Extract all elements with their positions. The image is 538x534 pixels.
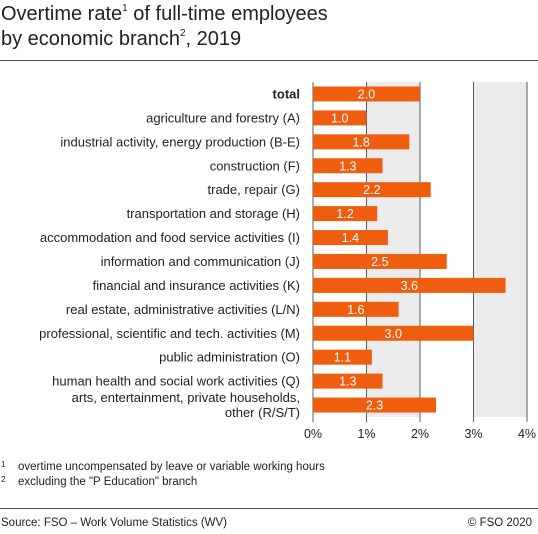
value-label-4: 2.2 xyxy=(363,183,380,197)
x-tick-label-0: 0% xyxy=(304,427,322,441)
title-text-1b: of full-time employees xyxy=(127,3,328,25)
value-label-13: 2.3 xyxy=(366,399,383,413)
category-label-11: public administration (O) xyxy=(159,350,300,365)
value-label-10: 3.0 xyxy=(385,327,402,341)
footnote-mark-1: 1 xyxy=(1,460,6,469)
category-label-4: trade, repair (G) xyxy=(208,182,300,197)
value-label-5: 1.2 xyxy=(336,207,353,221)
footnote-mark-2: 2 xyxy=(1,475,6,484)
chart-title: Overtime rate1 of full-time employees by… xyxy=(1,2,531,52)
category-label-12: human health and social work activities … xyxy=(52,374,300,389)
category-label-7: information and communication (J) xyxy=(101,254,300,269)
footer-divider xyxy=(0,508,538,509)
value-label-2: 1.8 xyxy=(352,135,369,149)
source-note: Source: FSO – Work Volume Statistics (WV… xyxy=(1,517,228,529)
value-label-9: 1.6 xyxy=(347,303,364,317)
bar-8 xyxy=(313,277,506,293)
category-label-13-line-1: other (R/S/T) xyxy=(225,405,300,420)
value-label-1: 1.0 xyxy=(331,111,348,125)
value-label-11: 1.1 xyxy=(334,351,351,365)
copyright-note: © FSO 2020 xyxy=(467,517,532,529)
title-text-2a: by economic branch xyxy=(1,28,180,50)
category-label-2: industrial activity, energy production (… xyxy=(60,134,300,149)
title-line-2: by economic branch2, 2019 xyxy=(1,27,531,52)
value-label-12: 1.3 xyxy=(339,375,356,389)
bar-10 xyxy=(313,325,474,341)
title-footnote-mark-2: 2 xyxy=(179,28,186,39)
footnote-text-1: overtime uncompensated by leave or varia… xyxy=(18,461,325,473)
title-text-1a: Overtime rate xyxy=(1,3,123,25)
footnote-1: 1 overtime uncompensated by leave or vari… xyxy=(1,460,325,473)
title-divider xyxy=(0,60,538,61)
bar-3 xyxy=(313,158,383,174)
footnote-text-2: excluding the "P Education" branch xyxy=(18,476,198,488)
category-label-6: accommodation and food service activitie… xyxy=(40,230,300,245)
title-line-1: Overtime rate1 of full-time employees xyxy=(1,2,531,27)
x-tick-label-3: 3% xyxy=(464,427,482,441)
category-label-9: real estate, administrative activities (… xyxy=(66,302,300,317)
category-label-1: agriculture and forestry (A) xyxy=(146,110,300,125)
x-tick-label-4: 4% xyxy=(518,427,536,441)
category-label-10: professional, scientific and tech. activ… xyxy=(39,326,300,341)
title-text-2b: , 2019 xyxy=(185,28,242,50)
value-label-3: 1.3 xyxy=(339,159,356,173)
bar-9 xyxy=(313,301,399,317)
value-label-6: 1.4 xyxy=(342,231,359,245)
bar-13 xyxy=(313,397,437,413)
category-label-5: transportation and storage (H) xyxy=(127,206,300,221)
x-tick-label-2: 2% xyxy=(411,427,429,441)
category-label-0: total xyxy=(273,86,300,101)
bar-2 xyxy=(313,134,410,150)
bar-7 xyxy=(313,253,447,269)
category-label-13-line-0: arts, entertainment, private households, xyxy=(72,390,300,405)
title-footnote-mark-1: 1 xyxy=(122,3,128,14)
bar-12 xyxy=(313,373,383,389)
bar-6 xyxy=(313,230,388,246)
x-tick-label-1: 1% xyxy=(357,427,375,441)
bar-1 xyxy=(313,110,367,126)
plot-band-3 xyxy=(473,82,527,417)
category-label-8: financial and insurance activities (K) xyxy=(93,278,300,293)
bar-4 xyxy=(313,182,431,198)
value-label-8: 3.6 xyxy=(401,279,418,293)
plot-band-1 xyxy=(366,82,420,417)
value-label-7: 2.5 xyxy=(371,255,388,269)
footnote-2: 2 excluding the "P Education" branch xyxy=(1,475,197,488)
bar-5 xyxy=(313,206,378,222)
value-label-0: 2.0 xyxy=(358,87,375,101)
bar-11 xyxy=(313,349,372,365)
bar-chart: 2.0 total 1.0 agriculture and forestry (A) 1… xyxy=(39,82,536,441)
category-label-3: construction (F) xyxy=(210,158,300,173)
bar-0 xyxy=(313,86,420,102)
